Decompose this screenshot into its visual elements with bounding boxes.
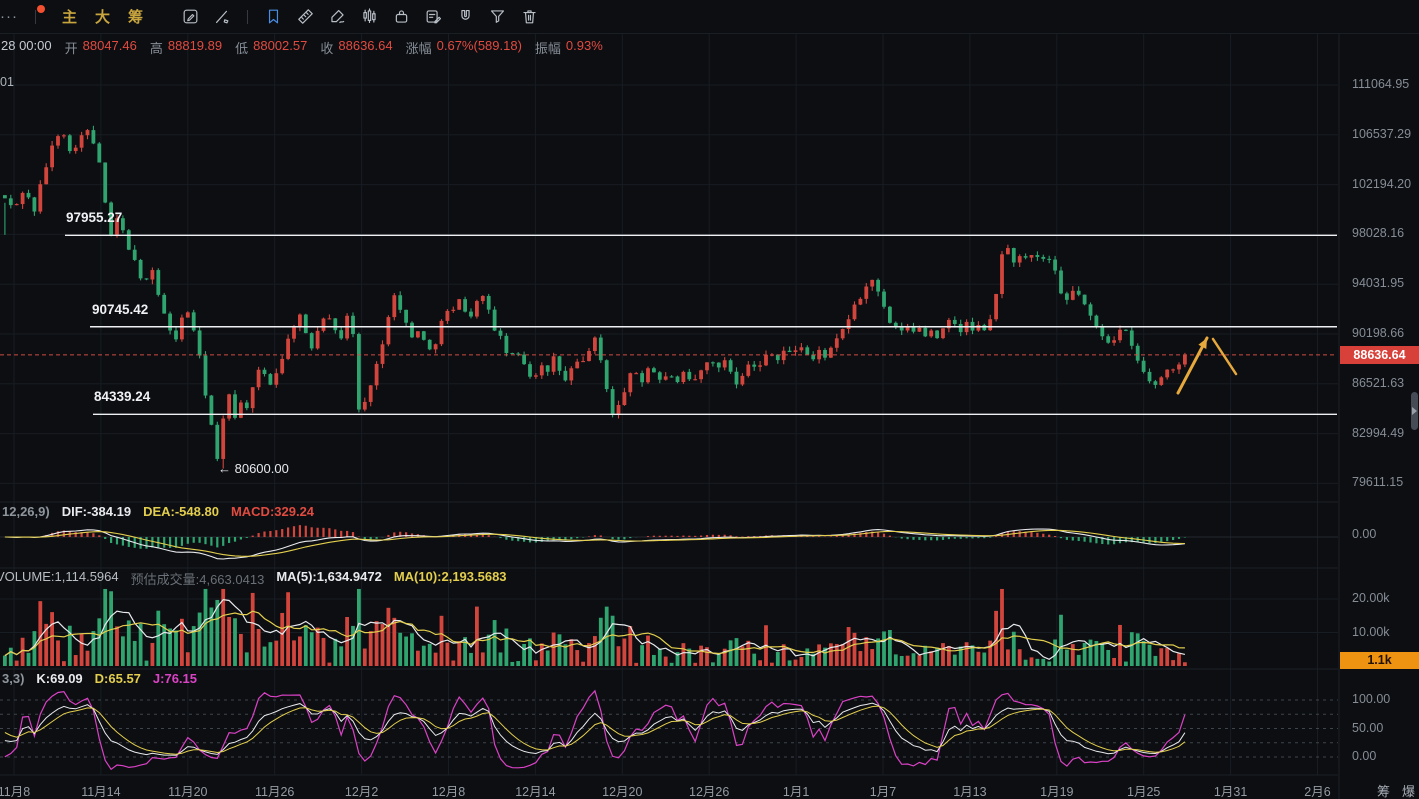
toolbar-icons: [174, 5, 545, 29]
volume-indicator-row: VOLUME:1,114.5964 预估成交量:4,663.0413 MA(5)…: [0, 569, 507, 588]
filter-icon[interactable]: [483, 5, 511, 29]
pen-draw-icon[interactable]: [323, 5, 351, 29]
current-volume-badge: 1.1k: [1340, 652, 1419, 669]
chip-distribution-button[interactable]: 筹: [1377, 784, 1391, 799]
time-axis-label: 12月14: [515, 785, 556, 799]
volume-ma10-value: MA(10):2,193.5683: [393, 569, 507, 584]
kdj-d-value: D:65.57: [94, 671, 141, 686]
level-label-90745[interactable]: 90745.42: [92, 301, 149, 317]
ohlc-info-bar: 28 00:00 开 88047.46 高 88819.89 低 88002.57 收…: [1, 38, 603, 57]
kline-time: 28 00:00: [1, 38, 52, 53]
magnet-icon[interactable]: [451, 5, 479, 29]
time-axis-label: 1月31: [1213, 785, 1248, 799]
panel-expand-arrow-icon[interactable]: [1412, 407, 1417, 415]
toolbar-tab-da[interactable]: 大: [95, 9, 111, 26]
macd-params: 12,26,9): [2, 504, 50, 519]
high-label: 高: [149, 41, 163, 56]
time-axis-label: 1月13: [953, 785, 987, 799]
change-label: 涨幅: [405, 41, 432, 56]
price-axis-tick: 82994.49: [1352, 425, 1405, 440]
price-axis-tick: 79611.15: [1352, 475, 1404, 490]
price-axis-tick: 94031.95: [1352, 276, 1405, 291]
time-axis-label: 1月7: [869, 785, 897, 799]
time-axis-label: 11月20: [168, 785, 208, 799]
toolbar-tab-zhu[interactable]: 主: [62, 9, 78, 26]
price-axis-tick: 111064.95: [1352, 77, 1410, 91]
time-axis-label: 1月1: [782, 785, 810, 799]
note-edit-icon[interactable]: [419, 5, 447, 29]
macd-dif-value: DIF:-384.19: [61, 504, 132, 519]
trash-icon[interactable]: [515, 5, 543, 29]
amplitude-value: 0.93%: [565, 38, 603, 53]
change-value: 0.67%(589.18): [436, 38, 522, 53]
low-label: 低: [235, 41, 249, 56]
volume-ma5-value: MA(5):1,634.9472: [276, 569, 382, 584]
brush-icon[interactable]: [208, 5, 236, 29]
bookmark-icon[interactable]: [259, 5, 287, 29]
toolbar-divider: [247, 9, 249, 24]
overflow-menu-button[interactable]: ···: [0, 8, 18, 25]
time-axis-label: 12月2: [344, 785, 379, 799]
macd-value: MACD:329.24: [230, 504, 315, 519]
time-axis-label: 2月6: [1304, 785, 1331, 799]
price-axis-tick: 98028.16: [1352, 226, 1405, 241]
kdj-axis-tick: 0.00: [1352, 749, 1377, 763]
kdj-params: 3,3): [2, 671, 25, 686]
price-axis-tick: 106537.29: [1352, 126, 1412, 141]
low-price-annotation[interactable]: ← 80600.00: [218, 461, 289, 476]
price-axis-tick: 102194.20: [1352, 176, 1412, 191]
amplitude-label: 振幅: [534, 41, 561, 56]
time-axis-label: 11月8: [0, 785, 31, 799]
macd-indicator-row: 12,26,9) DIF:-384.19 DEA:-548.80 MACD:32…: [2, 504, 314, 519]
burst-button[interactable]: 爆: [1402, 784, 1416, 799]
time-axis-label: 12月26: [689, 785, 730, 799]
open-value: 88047.46: [82, 38, 137, 53]
kdj-k-value: K:69.09: [36, 671, 83, 686]
close-label: 收: [320, 41, 334, 56]
toolbar-tab-chou[interactable]: 筹: [128, 9, 144, 26]
candlestick-pattern-icon[interactable]: [355, 5, 383, 29]
kdj-indicator-row: 3,3) K:69.09 D:65.57 J:76.15: [2, 671, 197, 686]
open-label: 开: [64, 41, 78, 56]
time-axis-label: 11月26: [254, 785, 295, 799]
time-axis-label: 1月19: [1040, 785, 1074, 799]
time-axis-label: 12月8: [431, 785, 466, 799]
current-price-badge: 88636.64: [1340, 345, 1419, 364]
time-axis-label: 1月25: [1127, 785, 1161, 799]
volume-value: VOLUME:1,114.5964: [0, 569, 119, 584]
kdj-axis-tick: 50.00: [1352, 720, 1384, 735]
truncated-drawing-label: 01: [0, 75, 14, 89]
volume-axis-tick: 10.00k: [1352, 624, 1390, 639]
kdj-axis-tick: 100.00: [1352, 692, 1391, 706]
level-label-97955[interactable]: 97955.27: [66, 210, 123, 226]
estimated-volume-value: 预估成交量:4,663.0413: [130, 572, 265, 587]
level-label-84339[interactable]: 84339.24: [94, 389, 151, 405]
high-value: 88819.89: [167, 38, 223, 53]
toolbar-tabs: 主大筹: [53, 6, 152, 27]
notification-dot: [37, 5, 45, 13]
low-value: 88002.57: [253, 38, 308, 53]
macd-dea-value: DEA:-548.80: [143, 504, 219, 519]
volume-axis-tick: 20.00k: [1352, 591, 1390, 605]
lock-icon[interactable]: [387, 5, 415, 29]
time-axis-label: 11月14: [81, 785, 121, 799]
ruler-icon[interactable]: [291, 5, 319, 29]
toolbar-divider: [35, 9, 36, 24]
close-value: 88636.64: [338, 38, 393, 53]
macd-axis-tick: 0.00: [1352, 527, 1377, 541]
price-axis-tick: 90198.66: [1352, 325, 1405, 340]
time-axis-label: 12月20: [602, 785, 643, 799]
edit-kline-icon[interactable]: [176, 5, 204, 29]
price-axis-tick: 86521.63: [1352, 375, 1405, 390]
drawing-toolbar: ··· 主大筹: [0, 0, 1419, 34]
kdj-j-value: J:76.15: [152, 671, 197, 686]
